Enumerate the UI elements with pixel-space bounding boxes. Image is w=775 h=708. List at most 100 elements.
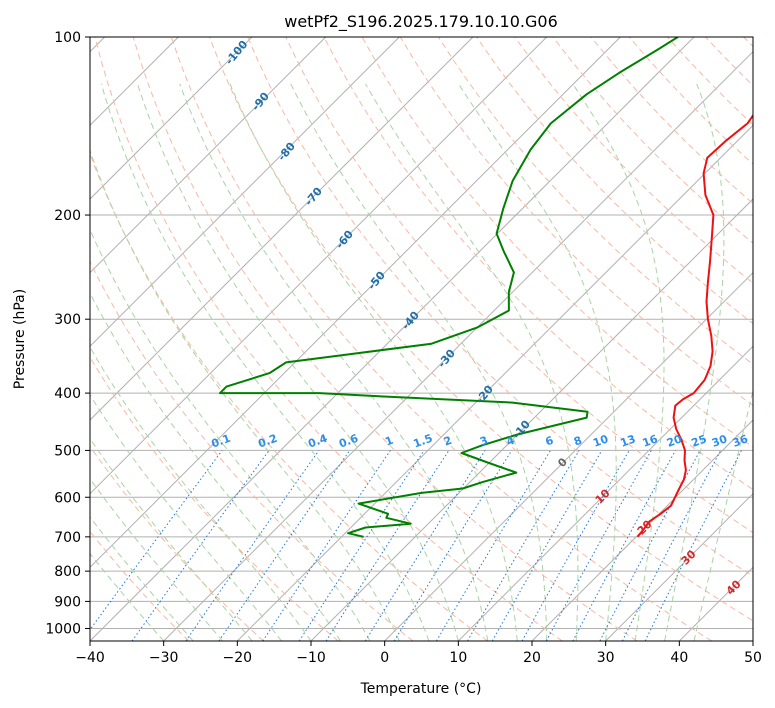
y-tick-label: 700 <box>54 530 81 546</box>
isotherm-line <box>90 37 548 495</box>
x-axis: −40 −30 −20 −10 0 10 20 30 40 50 <box>75 641 762 666</box>
mixing-ratio-label: 13 <box>619 432 638 449</box>
mixing-ratio-label: 6 <box>544 434 556 449</box>
y-tick-label: 500 <box>54 443 81 459</box>
mixing-ratio-line <box>545 450 652 641</box>
dry-adiabat-line <box>323 37 753 491</box>
mixing-ratio-label: 1 <box>383 434 395 449</box>
moist-adiabat-line <box>90 437 253 641</box>
mixing-ratio-label: 0.6 <box>337 432 360 451</box>
mixing-ratio-label: 20 <box>665 432 684 450</box>
moist-adiabat-line <box>90 346 312 641</box>
moist-adiabat-line <box>90 149 400 641</box>
isotherm-line <box>531 419 753 641</box>
moist-adiabat-line <box>90 394 282 641</box>
y-tick-label: 600 <box>54 490 81 506</box>
x-tick-label: −20 <box>223 650 253 666</box>
x-tick-label: 50 <box>744 650 762 666</box>
mixing-ratio-label: 1.5 <box>412 432 435 451</box>
mixing-ratio-line <box>572 450 676 641</box>
y-axis-title: Pressure (hPa) <box>12 289 28 389</box>
dry-adiabat-line <box>285 37 753 534</box>
x-tick-label: −40 <box>75 650 105 666</box>
y-tick-label: 200 <box>54 208 81 224</box>
y-tick-label: 800 <box>54 564 81 580</box>
mixing-ratio-line <box>131 450 270 641</box>
isotherm-line <box>236 124 753 641</box>
mixing-ratio-line <box>325 450 450 641</box>
dry-adiabat-line <box>94 37 563 641</box>
moist-adiabat-line <box>90 228 371 641</box>
moist-adiabat-line <box>572 83 665 641</box>
moist-adiabat-line <box>290 83 548 641</box>
dry-adiabat-line <box>90 356 339 641</box>
dry-adiabat-line <box>514 37 753 284</box>
mixing-ratio-line <box>621 450 722 641</box>
isotherm-line <box>163 50 753 641</box>
x-tick-label: −30 <box>149 650 179 666</box>
moist-adiabat-line <box>90 291 341 641</box>
mixing-ratio-line <box>644 450 742 641</box>
mixing-ratio-label: 0.4 <box>306 432 329 451</box>
dry-adiabat-line <box>90 260 414 641</box>
isotherm-line <box>90 37 327 274</box>
isotherm-line <box>457 345 753 641</box>
moist-adiabat-line <box>664 83 725 641</box>
moist-adiabat-line <box>364 83 579 641</box>
isotherm-line <box>384 271 753 641</box>
y-tick-label: 300 <box>54 312 81 328</box>
mixing-ratio-label: 0.2 <box>256 432 279 451</box>
mixing-ratio-label: 36 <box>731 432 750 450</box>
mixing-ratio-label: 8 <box>572 434 584 449</box>
isotherm-line <box>90 37 695 641</box>
plot-frame <box>89 36 754 642</box>
mixing-ratio-label: 25 <box>690 432 709 449</box>
mixing-ratio-line <box>262 450 391 641</box>
moist-adiabat-line <box>100 83 430 641</box>
x-tick-label: 30 <box>597 650 615 666</box>
moist-adiabat-line <box>90 478 223 641</box>
x-tick-label: 0 <box>380 650 389 666</box>
mixing-ratio-line <box>90 450 223 631</box>
mixing-ratio-label: 2 <box>442 434 454 449</box>
isotherm-line <box>90 37 621 569</box>
mixing-ratio-label: 0.1 <box>210 432 233 451</box>
dry-adiabat-line <box>170 37 712 641</box>
isotherm-line <box>90 37 400 348</box>
mixing-ratio-label: 4 <box>505 434 517 449</box>
mixing-ratio-label: 3 <box>478 434 490 449</box>
isotherm-line <box>90 37 474 421</box>
mixing-ratio-line <box>298 450 425 641</box>
mixing-ratio-line <box>393 450 513 641</box>
dry-adiabat-line <box>209 37 753 622</box>
y-tick-label: 1000 <box>45 621 81 637</box>
y-tick-label: 900 <box>54 594 81 610</box>
x-tick-label: 10 <box>449 650 467 666</box>
y-tick-label: 100 <box>54 30 81 46</box>
x-tick-label: 20 <box>523 650 541 666</box>
x-tick-label: −10 <box>296 650 326 666</box>
mixing-ratio-line <box>521 450 630 641</box>
moist-adiabat-line <box>693 388 753 641</box>
x-axis-title: Temperature (°C) <box>360 681 482 697</box>
isotherm-line <box>90 37 253 200</box>
mixing-ratio-label: 30 <box>710 432 729 450</box>
dewpoint-line <box>219 37 679 538</box>
moist-adiabat-line <box>229 83 518 641</box>
moist-adiabat-line <box>90 516 194 641</box>
y-tick-label: 400 <box>54 386 81 402</box>
dry-adiabat-line <box>476 37 753 325</box>
mixing-ratio-label: 16 <box>641 432 660 450</box>
moist-adiabat-line <box>90 552 165 641</box>
mixing-ratio-line <box>185 450 320 641</box>
moist-adiabat-line <box>457 83 617 641</box>
isotherm-line <box>605 492 753 641</box>
moist-adiabat-line <box>179 83 489 641</box>
dry-adiabat-line <box>90 445 264 641</box>
series-layer <box>219 37 753 538</box>
dry-adiabat-line <box>247 37 753 577</box>
background-lines <box>90 37 753 641</box>
mixing-ratio-label: 10 <box>591 432 610 450</box>
moist-adiabat-line <box>137 83 459 641</box>
